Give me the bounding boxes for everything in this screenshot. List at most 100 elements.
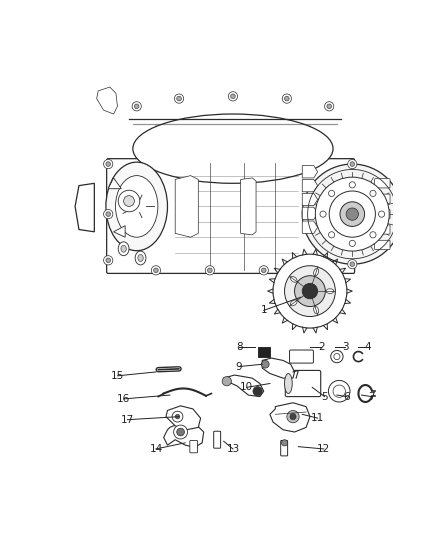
Polygon shape bbox=[108, 178, 121, 189]
Circle shape bbox=[177, 428, 184, 436]
Polygon shape bbox=[166, 406, 201, 430]
Text: 14: 14 bbox=[149, 444, 162, 454]
Polygon shape bbox=[302, 193, 318, 206]
Text: 1: 1 bbox=[261, 305, 267, 316]
Polygon shape bbox=[302, 221, 318, 233]
Circle shape bbox=[328, 190, 335, 197]
Polygon shape bbox=[97, 87, 117, 114]
Ellipse shape bbox=[285, 374, 292, 393]
Circle shape bbox=[208, 268, 212, 273]
Ellipse shape bbox=[314, 306, 318, 314]
Circle shape bbox=[228, 92, 237, 101]
Circle shape bbox=[315, 177, 389, 251]
Circle shape bbox=[261, 268, 266, 273]
Text: 17: 17 bbox=[121, 415, 134, 425]
Circle shape bbox=[290, 414, 296, 419]
Circle shape bbox=[154, 268, 158, 273]
Circle shape bbox=[350, 262, 355, 266]
Circle shape bbox=[282, 440, 288, 446]
FancyBboxPatch shape bbox=[374, 209, 390, 219]
Circle shape bbox=[302, 164, 403, 264]
Ellipse shape bbox=[138, 255, 143, 262]
Polygon shape bbox=[75, 183, 94, 232]
Ellipse shape bbox=[106, 162, 167, 251]
Text: 13: 13 bbox=[226, 444, 240, 454]
Polygon shape bbox=[302, 180, 318, 192]
Circle shape bbox=[172, 411, 183, 422]
Text: 3: 3 bbox=[342, 342, 349, 352]
Circle shape bbox=[333, 385, 346, 398]
Circle shape bbox=[285, 265, 336, 317]
Circle shape bbox=[103, 256, 113, 265]
Circle shape bbox=[348, 260, 357, 269]
Text: 15: 15 bbox=[111, 371, 124, 381]
Polygon shape bbox=[302, 207, 318, 220]
Circle shape bbox=[331, 350, 343, 363]
Circle shape bbox=[378, 211, 385, 217]
Circle shape bbox=[346, 208, 358, 220]
Circle shape bbox=[261, 360, 269, 368]
FancyBboxPatch shape bbox=[374, 240, 390, 249]
Text: 12: 12 bbox=[317, 444, 330, 454]
Circle shape bbox=[300, 268, 304, 273]
Circle shape bbox=[118, 190, 140, 212]
Circle shape bbox=[294, 276, 325, 306]
FancyBboxPatch shape bbox=[107, 159, 355, 273]
Ellipse shape bbox=[118, 242, 129, 256]
Circle shape bbox=[103, 159, 113, 168]
Circle shape bbox=[328, 381, 350, 402]
Polygon shape bbox=[113, 225, 125, 237]
Ellipse shape bbox=[314, 268, 318, 276]
FancyBboxPatch shape bbox=[290, 350, 314, 363]
Circle shape bbox=[282, 94, 291, 103]
Circle shape bbox=[173, 425, 187, 439]
Ellipse shape bbox=[290, 277, 297, 282]
Circle shape bbox=[340, 202, 364, 227]
Polygon shape bbox=[270, 403, 310, 432]
Text: 16: 16 bbox=[117, 394, 130, 404]
Circle shape bbox=[174, 94, 184, 103]
Polygon shape bbox=[175, 175, 198, 237]
Circle shape bbox=[298, 265, 307, 275]
Circle shape bbox=[325, 102, 334, 111]
Ellipse shape bbox=[133, 114, 333, 183]
Circle shape bbox=[287, 410, 299, 423]
Text: 4: 4 bbox=[364, 342, 371, 352]
Ellipse shape bbox=[290, 300, 297, 306]
Circle shape bbox=[349, 240, 355, 246]
Polygon shape bbox=[164, 422, 204, 447]
Circle shape bbox=[350, 161, 355, 166]
Circle shape bbox=[222, 377, 231, 386]
Circle shape bbox=[175, 414, 180, 419]
Circle shape bbox=[273, 254, 347, 328]
Ellipse shape bbox=[135, 251, 146, 265]
Circle shape bbox=[151, 265, 161, 275]
Circle shape bbox=[106, 161, 110, 166]
Text: 11: 11 bbox=[311, 413, 324, 423]
Polygon shape bbox=[262, 358, 294, 378]
Circle shape bbox=[205, 265, 215, 275]
FancyBboxPatch shape bbox=[374, 225, 390, 234]
Text: 2: 2 bbox=[318, 342, 325, 352]
Text: 9: 9 bbox=[236, 361, 242, 372]
Text: 5: 5 bbox=[321, 392, 328, 401]
Circle shape bbox=[177, 96, 181, 101]
FancyBboxPatch shape bbox=[214, 431, 221, 448]
Text: 7: 7 bbox=[368, 392, 375, 401]
Circle shape bbox=[259, 265, 268, 275]
Circle shape bbox=[231, 94, 235, 99]
Polygon shape bbox=[302, 166, 318, 178]
Circle shape bbox=[320, 211, 326, 217]
Bar bbox=[258, 346, 270, 357]
Circle shape bbox=[328, 232, 335, 238]
FancyBboxPatch shape bbox=[281, 440, 288, 456]
Ellipse shape bbox=[326, 289, 334, 294]
Text: 10: 10 bbox=[240, 382, 253, 392]
Circle shape bbox=[253, 386, 262, 396]
Circle shape bbox=[302, 284, 318, 299]
FancyBboxPatch shape bbox=[374, 179, 390, 188]
Polygon shape bbox=[224, 375, 264, 397]
FancyBboxPatch shape bbox=[285, 370, 321, 397]
Circle shape bbox=[134, 104, 139, 109]
Text: 8: 8 bbox=[236, 342, 242, 352]
